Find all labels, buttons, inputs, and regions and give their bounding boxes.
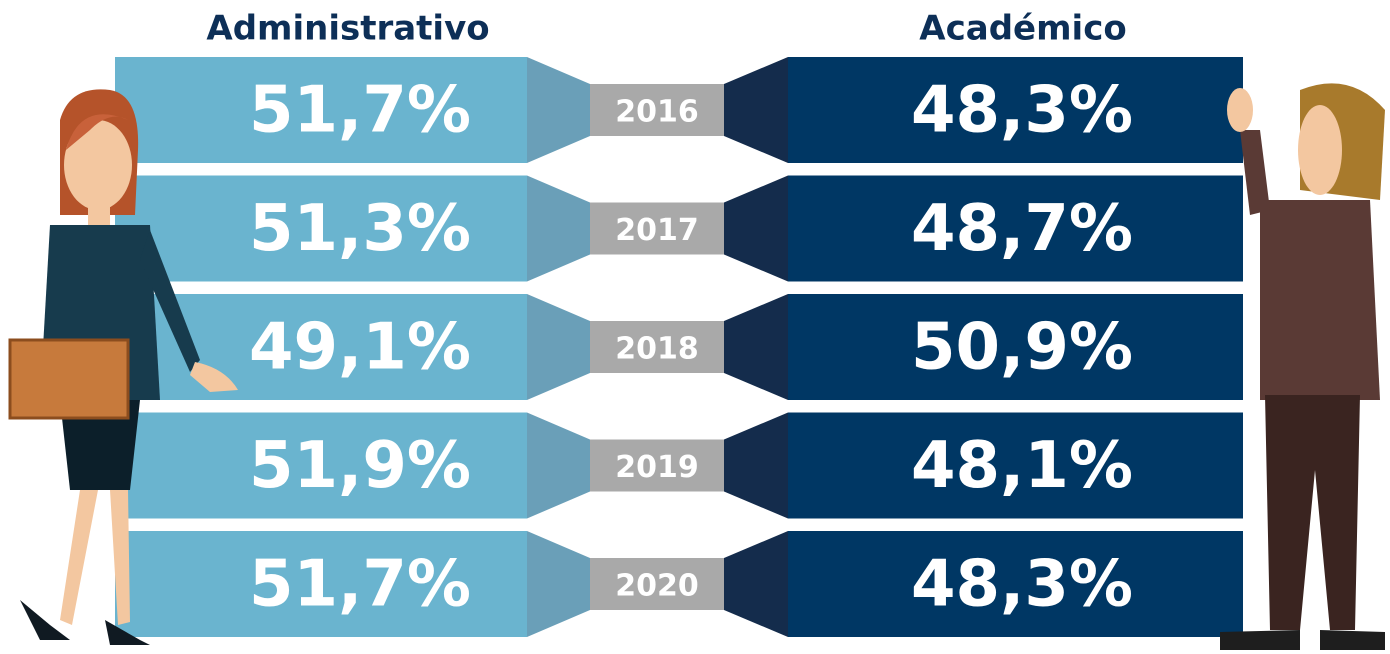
year-label: 2016 [615, 95, 699, 130]
right-bar [788, 412, 1243, 519]
right-header: Académico [919, 9, 1126, 49]
year-box [590, 558, 724, 610]
man-illustration [1220, 83, 1385, 650]
year-label: 2019 [615, 450, 699, 485]
right-connector [724, 412, 788, 519]
right-connector [724, 294, 788, 400]
left-value: 51,9% [249, 429, 471, 503]
left-connector [527, 294, 590, 400]
left-connector [527, 412, 590, 519]
left-value: 51,7% [249, 74, 471, 148]
year-label: 2020 [615, 569, 699, 604]
right-bar [788, 531, 1243, 637]
right-connector [724, 175, 788, 282]
year-box [590, 439, 724, 492]
right-value: 48,3% [911, 74, 1133, 148]
left-value: 51,7% [249, 548, 471, 622]
year-box [590, 202, 724, 255]
right-value: 48,7% [911, 192, 1133, 266]
woman-illustration [8, 89, 238, 645]
left-value: 49,1% [249, 311, 471, 385]
right-bar [788, 175, 1243, 282]
left-value: 51,3% [249, 192, 471, 266]
right-bar [788, 57, 1243, 163]
left-bar [115, 531, 527, 637]
left-connector [527, 531, 590, 637]
left-header: Administrativo [206, 9, 489, 49]
left-bar [115, 412, 527, 519]
left-bar [115, 175, 527, 282]
right-value: 50,9% [911, 311, 1133, 385]
year-label: 2018 [615, 332, 699, 367]
year-label: 2017 [615, 213, 699, 248]
rows: 51,7% 2016 48,3% 51,3% 2017 48,7% 49,1% 2018 50,… [115, 57, 1243, 637]
right-bar [788, 294, 1243, 400]
year-box [590, 321, 724, 373]
right-connector [724, 531, 788, 637]
left-connector [527, 57, 590, 163]
year-box [590, 84, 724, 136]
right-connector [724, 57, 788, 163]
right-value: 48,1% [911, 429, 1133, 503]
left-bar [115, 57, 527, 163]
left-connector [527, 175, 590, 282]
right-value: 48,3% [911, 548, 1133, 622]
